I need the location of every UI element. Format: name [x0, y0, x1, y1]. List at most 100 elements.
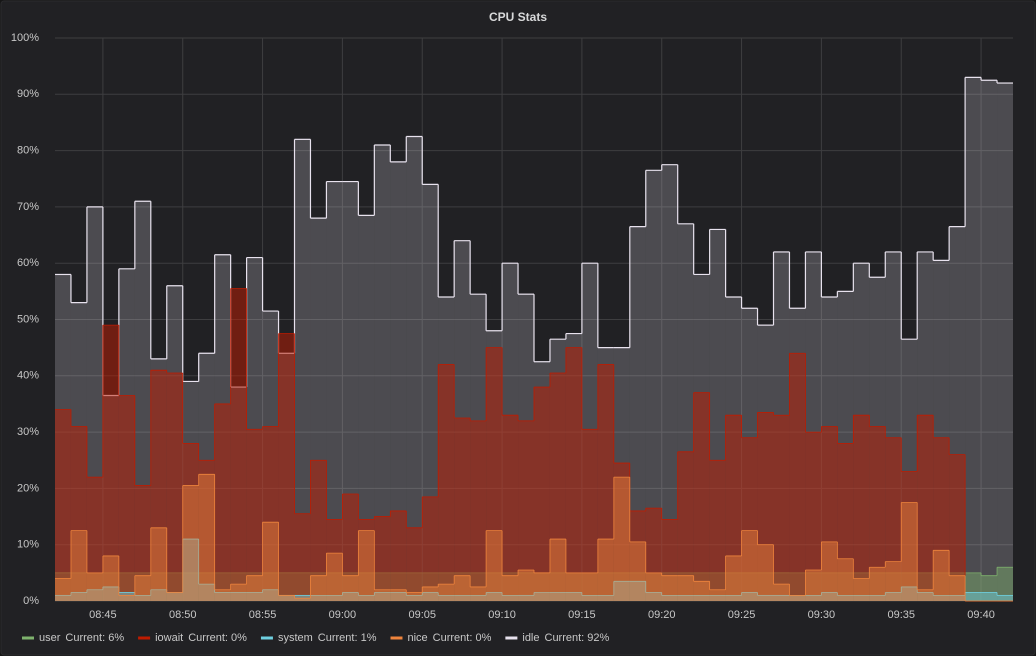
area-step [645, 508, 662, 601]
area-step [693, 392, 710, 601]
legend-current: Current: 1% [318, 632, 377, 644]
area-step [597, 595, 614, 601]
area-step [629, 581, 646, 601]
y-tick-label: 40% [17, 370, 39, 382]
area-step [118, 592, 135, 601]
area-step [166, 592, 183, 601]
area-step [390, 592, 407, 601]
area-step [310, 460, 327, 601]
area-step [821, 541, 838, 601]
area-step [390, 589, 407, 601]
area-step [917, 589, 934, 601]
area-step [246, 429, 263, 601]
area-step [230, 584, 247, 601]
area-step [150, 589, 167, 601]
area-step [629, 510, 646, 601]
area-step [981, 592, 998, 601]
area-step [502, 415, 519, 601]
area-step [374, 144, 391, 601]
area-step [134, 485, 151, 601]
area-step [246, 575, 263, 601]
area-step [518, 570, 534, 601]
area-step [102, 325, 119, 601]
legend-name: system [278, 632, 313, 644]
area-step [789, 595, 806, 601]
area-step [118, 395, 135, 601]
area-step [406, 136, 423, 601]
area-step [182, 485, 199, 601]
legend-current: Current: 92% [545, 632, 610, 644]
area-step [757, 544, 774, 601]
area-step [406, 595, 423, 601]
area-step [374, 592, 391, 601]
area-step [358, 530, 375, 601]
area-step [997, 83, 1013, 602]
area-step [182, 443, 199, 601]
area-step [182, 539, 199, 601]
area-step [278, 595, 295, 601]
area-step [294, 513, 311, 601]
y-tick-label: 90% [17, 88, 39, 100]
area-step [629, 226, 646, 602]
x-tick-label: 09:00 [329, 609, 357, 621]
area-step [741, 530, 758, 601]
area-step [949, 595, 966, 601]
area-step [725, 595, 742, 601]
area-step [406, 527, 423, 601]
area-step [422, 496, 439, 601]
area-step [470, 586, 487, 601]
area-step [613, 477, 630, 601]
area-step [821, 426, 838, 601]
area-step [486, 347, 503, 601]
area-step [454, 595, 471, 601]
area-step [789, 595, 806, 601]
area-step [725, 415, 742, 601]
area-step [214, 592, 231, 601]
legend-name: nice [407, 632, 427, 644]
area-step [406, 592, 423, 601]
area-step [454, 418, 471, 601]
x-tick-label: 09:20 [648, 609, 676, 621]
area-step [949, 575, 966, 601]
area-step [549, 372, 566, 601]
area-step [917, 592, 934, 601]
area-step [917, 415, 934, 601]
area-step [310, 595, 327, 601]
x-tick-label: 09:15 [568, 609, 596, 621]
area-step [310, 575, 327, 601]
area-step [773, 595, 790, 601]
area-step [502, 595, 519, 601]
area-step [725, 555, 742, 601]
area-step [326, 553, 343, 601]
area-step [294, 139, 311, 601]
y-tick-label: 50% [17, 313, 39, 325]
area-step [422, 586, 439, 601]
area-step [198, 474, 215, 601]
legend-current: Current: 0% [433, 632, 492, 644]
area-step [645, 592, 662, 601]
area-step [773, 415, 790, 601]
y-tick-label: 70% [17, 201, 39, 213]
area-step [981, 575, 998, 601]
area-step [342, 575, 359, 601]
y-tick-label: 10% [17, 539, 39, 551]
area-step [613, 463, 630, 601]
area-step [214, 589, 231, 601]
area-step [805, 570, 822, 601]
area-step [789, 353, 806, 601]
area-step [86, 572, 103, 601]
area-step [565, 572, 582, 601]
area-step [390, 510, 407, 601]
area-step [837, 558, 854, 601]
area-step [677, 595, 694, 601]
area-step [581, 429, 598, 601]
area-step [581, 572, 598, 601]
area-step [757, 595, 774, 601]
area-step [294, 598, 311, 601]
area-step [326, 181, 343, 601]
area-step [534, 572, 550, 601]
area-step [949, 454, 966, 601]
area-step [565, 592, 582, 601]
area-step [565, 347, 582, 601]
x-tick-label: 08:50 [169, 609, 197, 621]
